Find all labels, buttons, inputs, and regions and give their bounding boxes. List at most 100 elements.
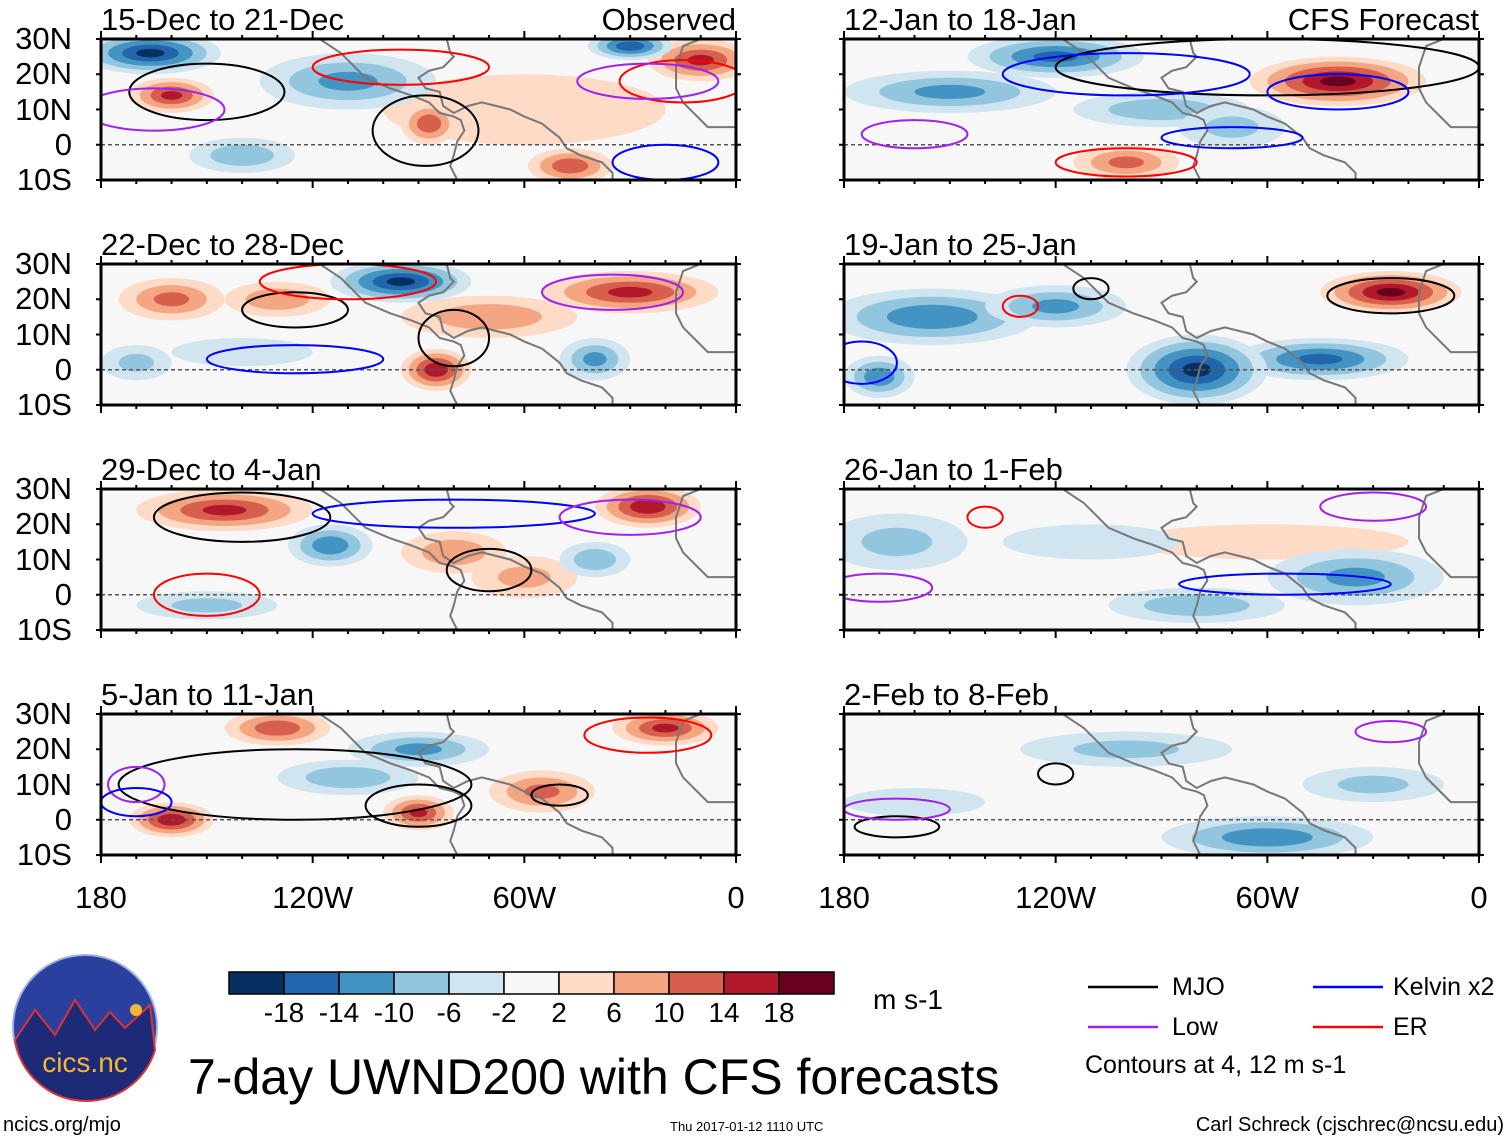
- lon-label: 60W: [1235, 880, 1300, 915]
- colorbar-swatch: [558, 971, 615, 995]
- anomaly-fill: [886, 304, 978, 329]
- coastline: [1062, 489, 1209, 630]
- lat-label: 10S: [16, 162, 72, 197]
- contour-low: [844, 572, 934, 603]
- lat-label: 0: [54, 576, 72, 612]
- contour-mjo: [853, 815, 941, 839]
- logo-text: cics.nc: [42, 1047, 128, 1078]
- contour-low: [844, 797, 951, 821]
- coastline: [675, 39, 736, 129]
- contour-er: [152, 572, 261, 617]
- colorbar-units: m s-1: [873, 984, 943, 1015]
- lat-label: 30N: [15, 21, 72, 56]
- anomaly-fill: [1108, 156, 1144, 169]
- contour-kelvin: [101, 787, 173, 818]
- anomaly-fill: [914, 84, 986, 99]
- lat-label: 10N: [15, 91, 72, 127]
- contour-kelvin: [844, 340, 898, 385]
- colorbar-tick-label: -14: [318, 997, 360, 1028]
- anomaly-fill: [160, 90, 183, 100]
- coastline: [1062, 714, 1209, 855]
- contour-kelvin: [611, 143, 720, 180]
- contour-low: [1319, 491, 1428, 522]
- lon-label: 0: [1470, 880, 1488, 915]
- contour-low: [1354, 720, 1428, 744]
- contour-er: [258, 264, 438, 301]
- lat-label: 0: [54, 351, 72, 387]
- contour-mjo: [445, 547, 533, 593]
- figure-title: 7-day UWND200 with CFS forecasts: [188, 1049, 1000, 1105]
- contour-mjo: [364, 783, 473, 828]
- panel-title: 2-Feb to 8-Feb: [844, 677, 1050, 712]
- contour-low: [540, 273, 685, 311]
- contour-mjo: [1326, 277, 1456, 315]
- anomaly-fill: [1376, 287, 1405, 297]
- map-panel: [839, 31, 1484, 188]
- colorbar-tick-label: -6: [436, 997, 462, 1028]
- colorbar-tick-label: -18: [263, 997, 305, 1028]
- lat-label: 20N: [15, 281, 72, 317]
- coastline: [1418, 39, 1479, 129]
- contour-er: [1001, 294, 1040, 318]
- anomaly-fill: [1221, 828, 1313, 847]
- coastline: [1160, 714, 1357, 855]
- panel-title: 29-Dec to 4-Jan: [101, 452, 322, 487]
- anomaly-fill: [630, 499, 666, 514]
- footer-url[interactable]: ncics.org/mjo: [3, 1114, 121, 1136]
- colorbar-swatch: [613, 971, 670, 995]
- colorbar-swatch: [503, 971, 560, 995]
- anomaly-fill: [652, 723, 679, 733]
- contour-low: [576, 62, 720, 100]
- contour-er: [311, 48, 491, 86]
- coastline: [319, 264, 466, 405]
- legend-low-label: Low: [1172, 1013, 1218, 1041]
- contour-low: [860, 119, 969, 150]
- anomaly-fill: [1320, 76, 1356, 87]
- anomaly-fill: [552, 158, 589, 174]
- map-panel: [839, 706, 1484, 863]
- cics-logo: cics.nc: [12, 954, 158, 1102]
- contour-mjo: [241, 291, 349, 329]
- anomaly-fill: [171, 598, 243, 613]
- lon-label: 0: [727, 880, 745, 915]
- lat-label: 30N: [15, 471, 72, 506]
- contour-mjo: [530, 783, 589, 807]
- anomaly-fill: [422, 539, 486, 566]
- panel-title: 15-Dec to 21-Dec: [101, 2, 344, 37]
- lat-label: 20N: [15, 731, 72, 767]
- panel-title: 22-Dec to 28-Dec: [101, 227, 344, 262]
- anomaly-fill: [171, 338, 313, 367]
- colorbar-tick-label: -2: [491, 997, 517, 1028]
- panel-source-label: CFS Forecast: [1287, 2, 1479, 37]
- anomaly-fill: [1032, 299, 1080, 314]
- contour-mjo: [1072, 277, 1110, 301]
- colorbar-tick-label: -10: [373, 997, 415, 1028]
- anomaly-fill: [861, 527, 933, 556]
- lat-label: 10N: [15, 766, 72, 802]
- colorbar-swatch: [393, 971, 450, 995]
- anomaly-fill: [616, 41, 645, 51]
- anomaly-fill: [312, 536, 349, 555]
- legend-er-label: ER: [1393, 1013, 1428, 1041]
- coastline: [1062, 264, 1209, 405]
- anomaly-fill: [424, 362, 448, 377]
- contour-kelvin: [311, 498, 596, 529]
- colorbar-swatch: [723, 971, 780, 995]
- panel-title: 5-Jan to 11-Jan: [101, 677, 315, 712]
- colorbar-tick-label: 18: [763, 997, 795, 1028]
- anomaly-fill: [497, 566, 551, 588]
- contour-mjo: [417, 308, 491, 368]
- lon-label: 60W: [492, 880, 557, 915]
- anomaly-fill: [305, 766, 391, 789]
- anomaly-fill: [573, 548, 617, 571]
- lat-label: 20N: [15, 56, 72, 92]
- colorbar-tick-label: 6: [606, 997, 622, 1028]
- contour-mjo: [1054, 39, 1479, 97]
- anomaly-fill: [583, 352, 607, 367]
- contour-low: [107, 765, 166, 804]
- contour-er: [618, 59, 736, 104]
- anomaly-fill: [608, 286, 653, 298]
- colorbar-swatch: [448, 971, 505, 995]
- anomaly-fill: [864, 367, 895, 386]
- lon-label: 120W: [272, 880, 354, 915]
